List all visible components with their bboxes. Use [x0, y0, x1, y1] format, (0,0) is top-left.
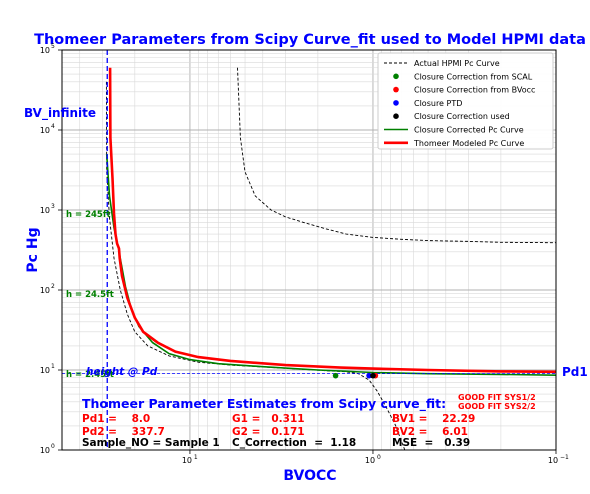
good-fit-sys1: GOOD FIT SYS1/2 — [458, 393, 536, 402]
y-tick-label: 10 — [40, 446, 50, 455]
legend-swatch — [393, 100, 399, 106]
legend-label: Actual HPMI Pc Curve — [414, 59, 500, 68]
chart-title: Thomeer Parameters from Scipy Curve_fit … — [34, 32, 586, 48]
y-tick-exponent: 4 — [51, 123, 55, 130]
h-24-5ft-label: h = 24.5ft — [66, 290, 114, 300]
y-tick-exponent: 1 — [51, 363, 55, 370]
x-tick-exponent: −1 — [560, 454, 569, 461]
closure-correction-used-marker — [370, 373, 376, 379]
c-correction: C_Correction = 1.18 — [232, 437, 356, 449]
pd1-estimate: Pd1 = 8.0 — [82, 413, 150, 425]
h-245ft-label: h = 245ft — [66, 210, 111, 220]
bv-infinite-label: BV_infinite — [24, 106, 96, 121]
x-tick-label: 10 — [548, 456, 558, 465]
height-at-pd-label: height @ Pd — [86, 366, 158, 378]
y-tick-exponent: 2 — [51, 283, 55, 290]
x-tick-label: 10 — [182, 456, 192, 465]
legend-label: Closure Corrected Pc Curve — [414, 126, 524, 135]
y-tick-exponent: 0 — [51, 443, 55, 450]
y-tick-exponent: 5 — [51, 43, 55, 50]
bv1-estimate: BV1 = 22.29 — [392, 413, 475, 425]
legend-label: Thomeer Modeled Pc Curve — [413, 139, 524, 148]
x-tick-exponent: 0 — [377, 454, 381, 461]
pd1-label: Pd1 — [562, 365, 588, 379]
x-tick-exponent: 1 — [194, 454, 198, 461]
y-tick-label: 10 — [40, 126, 50, 135]
closure-correction-from-scal-marker — [333, 373, 339, 379]
y-tick-label: 10 — [40, 46, 50, 55]
sample-no: Sample_NO = Sample 1 — [82, 437, 220, 449]
legend-swatch — [393, 74, 399, 80]
x-tick-label: 10 — [365, 456, 375, 465]
legend-label: Closure Correction from SCAL — [414, 72, 533, 81]
legend-label: Closure Correction from BVocc — [414, 86, 535, 95]
legend-swatch — [393, 87, 399, 93]
legend-swatch — [393, 113, 399, 119]
y-tick-label: 10 — [40, 366, 50, 375]
legend: Actual HPMI Pc Curve Closure Correction f… — [378, 53, 553, 149]
y-tick-label: 10 — [40, 206, 50, 215]
mse: MSE = 0.39 — [392, 437, 470, 449]
estimates-heading: Thomeer Parameter Estimates from Scipy c… — [82, 396, 446, 412]
legend-label: Closure Correction used — [414, 112, 510, 121]
x-axis-label: BVOCC — [283, 468, 336, 484]
g1-estimate: G1 = 0.311 — [232, 413, 305, 425]
y-tick-exponent: 3 — [51, 203, 55, 210]
good-fit-sys2: GOOD FIT SYS2/2 — [458, 402, 536, 411]
y-axis-label: Pc Hg — [25, 227, 41, 272]
y-tick-label: 10 — [40, 286, 50, 295]
legend-label: Closure PTD — [414, 99, 462, 108]
